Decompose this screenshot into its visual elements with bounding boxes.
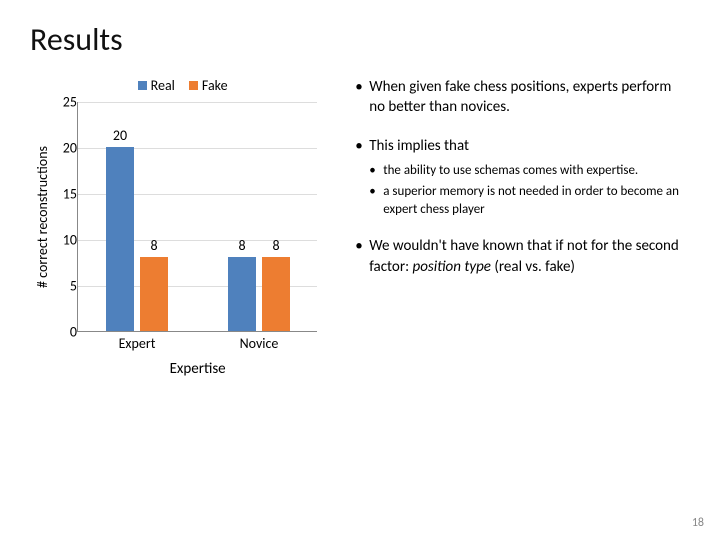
bar-expert-fake: 8 [140,257,168,331]
legend-label-real: Real [151,77,175,94]
legend-swatch-real [138,81,147,90]
bullet-3: We wouldn't have known that if not for t… [355,236,690,277]
bullet-3-em: position type [412,258,490,276]
y-tick: 25 [51,94,77,111]
bullet-2b: a superior memory is not needed in order… [369,183,690,218]
y-axis-label: # correct reconstructions [30,102,51,332]
legend-item-fake: Fake [189,77,228,94]
bar-value-label: 8 [140,237,168,254]
x-axis-label: Expertise [60,360,335,378]
legend-label-fake: Fake [202,77,228,94]
bar-value-label: 8 [262,237,290,254]
bullet-1: When given fake chess positions, experts… [355,77,690,118]
y-tick: 15 [51,186,77,203]
chart-legend: Real Fake [30,77,335,94]
bar-chart: 208Expert88Novice0510152025 [51,102,317,332]
y-tick: 10 [51,232,77,249]
bullet-3-post: (real vs. fake) [491,258,575,276]
bullet-2a: the ability to use schemas comes with ex… [369,162,690,180]
page-number: 18 [692,516,704,530]
bar-value-label: 20 [106,127,134,144]
legend-swatch-fake [189,81,198,90]
y-tick: 0 [51,324,77,341]
bar-novice-real: 8 [228,257,256,331]
x-category-label: Novice [228,335,290,352]
y-tick: 5 [51,278,77,295]
x-category-label: Expert [106,335,168,352]
slide-title: Results [30,20,690,59]
legend-item-real: Real [138,77,175,94]
bullet-2-text: This implies that [369,137,469,155]
bar-expert-real: 20 [106,147,134,331]
gridline [78,102,317,103]
bullet-2: This implies that the ability to use sch… [355,136,690,219]
y-tick: 20 [51,140,77,157]
text-panel: When given fake chess positions, experts… [355,77,690,378]
plot-area: 208Expert88Novice [77,102,317,332]
chart-panel: Real Fake # correct reconstructions 208E… [30,77,335,378]
bar-novice-fake: 8 [262,257,290,331]
bar-value-label: 8 [228,237,256,254]
